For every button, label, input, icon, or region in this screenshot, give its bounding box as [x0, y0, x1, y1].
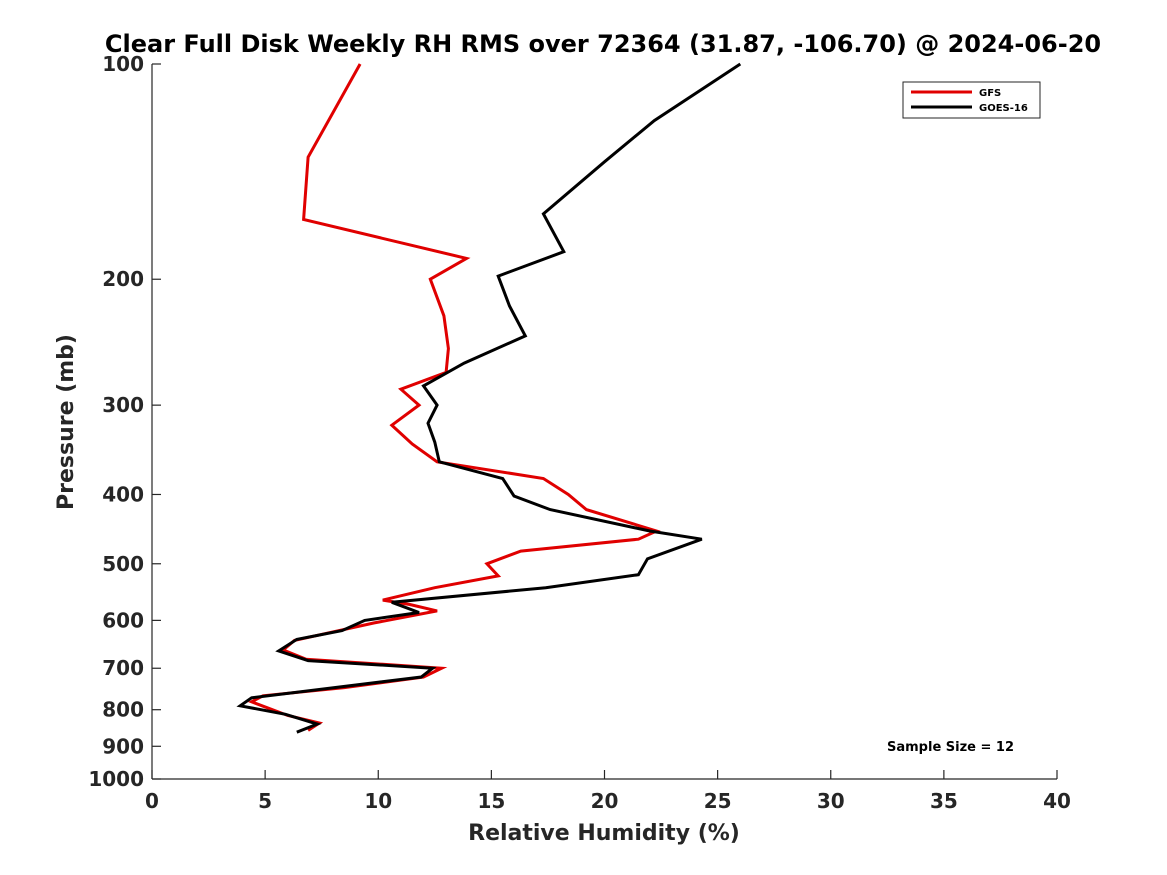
y-tick-label: 600 [102, 608, 144, 632]
legend: GFS GOES-16 [902, 81, 1041, 119]
sample-size-annotation: Sample Size = 12 [887, 740, 1014, 755]
chart-title: Clear Full Disk Weekly RH RMS over 72364… [105, 30, 1101, 58]
y-tick-label: 500 [102, 552, 144, 576]
y-tick-label: 1000 [88, 767, 144, 791]
legend-label-gfs: GFS [979, 88, 1001, 99]
legend-box [902, 81, 1041, 119]
series-layer [236, 62, 742, 734]
x-tick-label: 40 [1043, 789, 1071, 813]
legend-label-goes16: GOES-16 [979, 103, 1028, 114]
y-tick-label: 900 [102, 734, 144, 758]
x-axis-ticks: 0 5 10 15 20 25 30 35 40 [145, 770, 1071, 813]
x-tick-label: 35 [930, 789, 958, 813]
x-tick-label: 0 [145, 789, 159, 813]
x-tick-label: 20 [591, 789, 619, 813]
x-tick-label: 10 [364, 789, 392, 813]
x-tick-label: 5 [258, 789, 272, 813]
x-axis-label: Relative Humidity (%) [468, 821, 740, 846]
y-tick-label: 800 [102, 698, 144, 722]
series-line-goes16 [236, 62, 742, 734]
x-tick-label: 25 [704, 789, 732, 813]
y-tick-label: 200 [102, 267, 144, 291]
y-tick-label: 100 [102, 52, 144, 76]
y-tick-label: 700 [102, 656, 144, 680]
y-tick-label: 400 [102, 482, 144, 506]
x-tick-label: 30 [817, 789, 845, 813]
x-tick-label: 15 [477, 789, 505, 813]
y-axis-ticks: 100 200 300 400 500 600 700 800 900 1000 [88, 52, 161, 791]
y-axis-label: Pressure (mb) [54, 334, 79, 510]
y-tick-label: 300 [102, 393, 144, 417]
